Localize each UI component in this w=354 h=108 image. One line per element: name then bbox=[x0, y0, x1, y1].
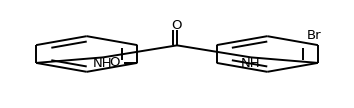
Text: O: O bbox=[109, 56, 120, 69]
Text: Br: Br bbox=[307, 29, 322, 42]
Text: O: O bbox=[172, 19, 182, 32]
Text: NH: NH bbox=[93, 57, 113, 70]
Text: NH: NH bbox=[241, 57, 261, 70]
